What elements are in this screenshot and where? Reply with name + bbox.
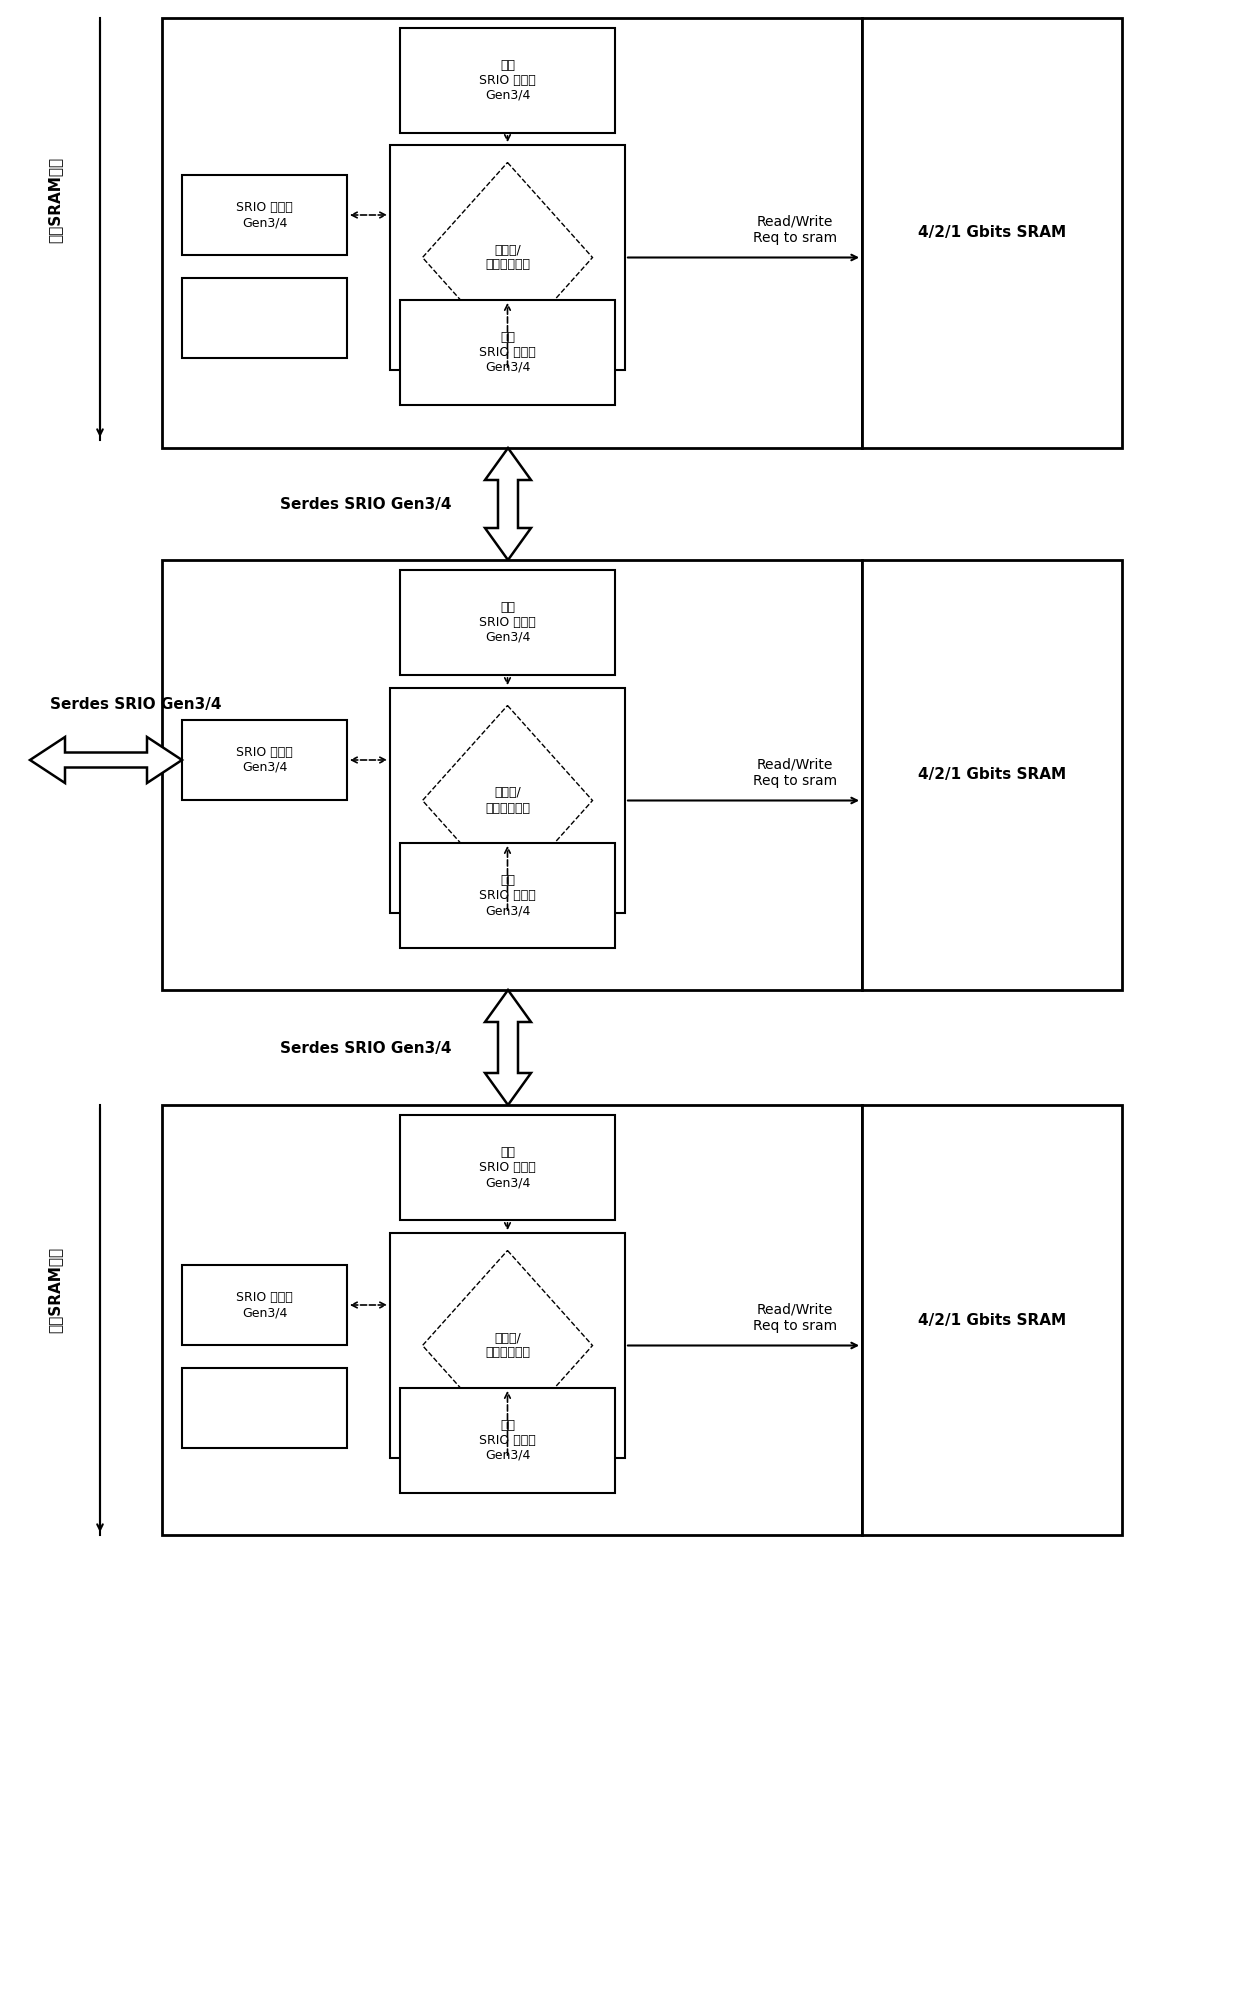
- Bar: [401, 299, 615, 405]
- Bar: [862, 560, 1122, 989]
- Bar: [401, 1389, 615, 1493]
- Bar: [401, 843, 615, 947]
- Text: 上游
SRIO 控制器
Gen3/4: 上游 SRIO 控制器 Gen3/4: [479, 58, 536, 102]
- Bar: [401, 1116, 615, 1220]
- Bar: [401, 28, 615, 132]
- Text: 上游
SRIO 控制器
Gen3/4: 上游 SRIO 控制器 Gen3/4: [479, 600, 536, 644]
- Bar: [401, 570, 615, 674]
- Text: SRIO 控制器
Gen3/4: SRIO 控制器 Gen3/4: [236, 201, 293, 229]
- Bar: [862, 1106, 1122, 1535]
- Polygon shape: [423, 1250, 593, 1441]
- Bar: [182, 721, 347, 801]
- Text: 上游SRAM空间: 上游SRAM空间: [47, 157, 62, 243]
- Text: SRIO 控制器
Gen3/4: SRIO 控制器 Gen3/4: [236, 1291, 293, 1319]
- Polygon shape: [30, 737, 182, 783]
- Polygon shape: [423, 163, 593, 353]
- Bar: [391, 688, 625, 913]
- Text: 包转发/
冲裁及流水线: 包转发/ 冲裁及流水线: [485, 787, 529, 815]
- Bar: [391, 1232, 625, 1457]
- Text: 4/2/1 Gbits SRAM: 4/2/1 Gbits SRAM: [918, 767, 1066, 783]
- Text: Read/Write
Req to sram: Read/Write Req to sram: [753, 215, 837, 245]
- Polygon shape: [423, 706, 593, 895]
- Text: Serdes SRIO Gen3/4: Serdes SRIO Gen3/4: [280, 498, 451, 512]
- Bar: [182, 1369, 347, 1447]
- Bar: [182, 175, 347, 255]
- Text: Read/Write
Req to sram: Read/Write Req to sram: [753, 757, 837, 787]
- Text: Read/Write
Req to sram: Read/Write Req to sram: [753, 1303, 837, 1333]
- Text: 4/2/1 Gbits SRAM: 4/2/1 Gbits SRAM: [918, 1313, 1066, 1327]
- Bar: [391, 145, 625, 369]
- Bar: [162, 1106, 862, 1535]
- Text: 包转发/
冲裁及流水线: 包转发/ 冲裁及流水线: [485, 243, 529, 271]
- Bar: [862, 18, 1122, 448]
- Text: 包转发/
冲裁及流水线: 包转发/ 冲裁及流水线: [485, 1331, 529, 1359]
- Bar: [182, 1264, 347, 1345]
- Bar: [162, 560, 862, 989]
- Text: 4/2/1 Gbits SRAM: 4/2/1 Gbits SRAM: [918, 225, 1066, 241]
- Text: SRIO 控制器
Gen3/4: SRIO 控制器 Gen3/4: [236, 747, 293, 775]
- Polygon shape: [485, 989, 531, 1106]
- Bar: [162, 18, 862, 448]
- Bar: [182, 279, 347, 357]
- Text: 下游SRAM空间: 下游SRAM空间: [47, 1246, 62, 1333]
- Text: Serdes SRIO Gen3/4: Serdes SRIO Gen3/4: [280, 1040, 451, 1056]
- Text: 下游
SRIO 控制器
Gen3/4: 下游 SRIO 控制器 Gen3/4: [479, 1419, 536, 1461]
- Text: Serdes SRIO Gen3/4: Serdes SRIO Gen3/4: [50, 698, 222, 712]
- Text: 上游
SRIO 控制器
Gen3/4: 上游 SRIO 控制器 Gen3/4: [479, 1146, 536, 1188]
- Text: 下游
SRIO 控制器
Gen3/4: 下游 SRIO 控制器 Gen3/4: [479, 331, 536, 373]
- Polygon shape: [485, 448, 531, 560]
- Text: 下游
SRIO 控制器
Gen3/4: 下游 SRIO 控制器 Gen3/4: [479, 873, 536, 917]
